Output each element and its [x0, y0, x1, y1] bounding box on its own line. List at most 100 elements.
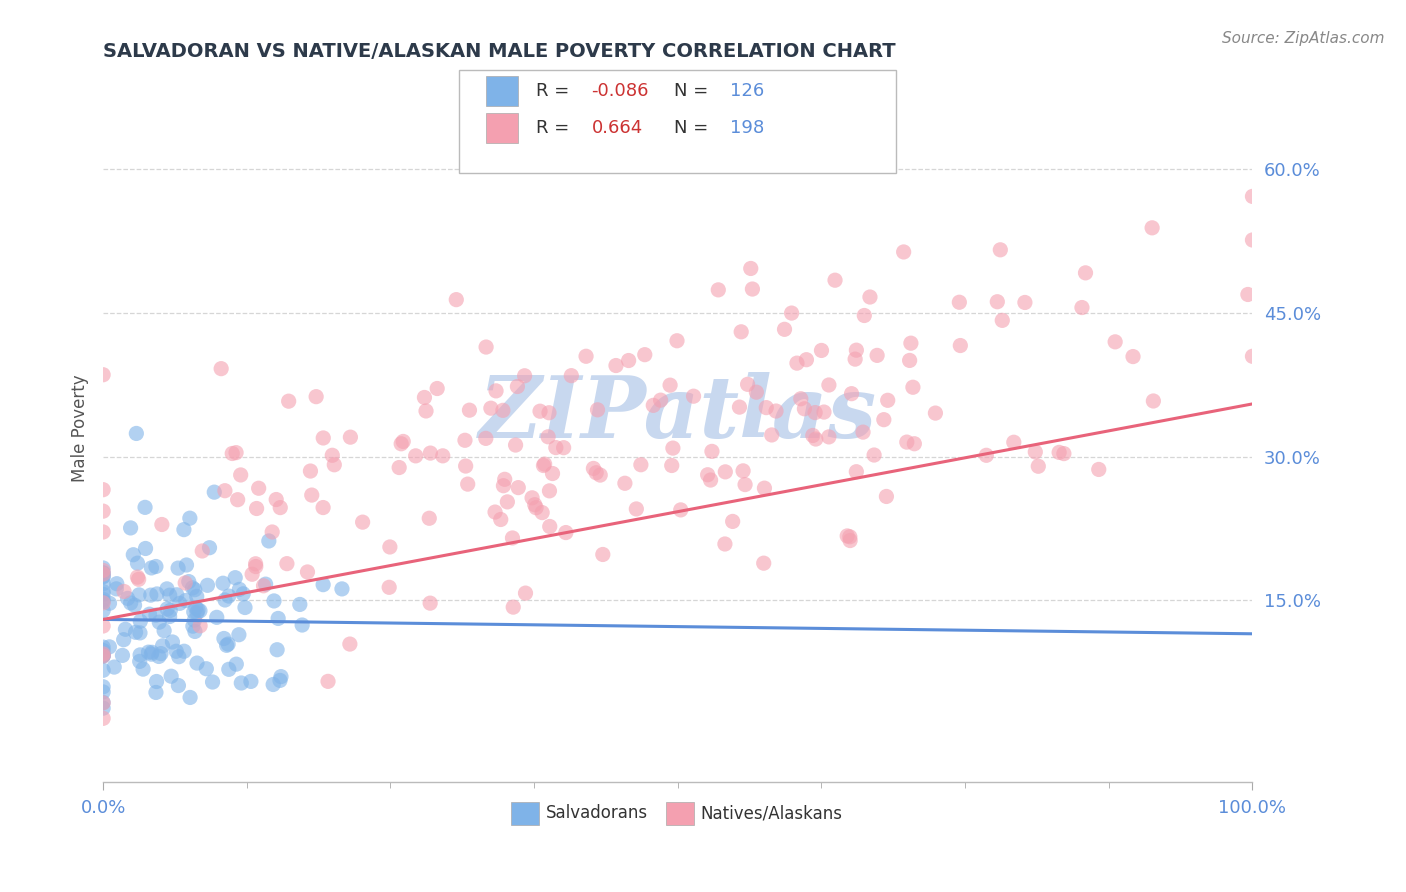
Point: [666, 334, 689, 348]
Point: [520, 491, 543, 505]
Point: [91, 696, 114, 710]
Point: [112, 632, 135, 647]
Point: [149, 647, 172, 661]
Point: [492, 479, 515, 493]
Point: [263, 594, 285, 608]
Point: [188, 604, 211, 618]
Point: [752, 556, 775, 570]
Point: [105, 582, 128, 596]
Point: [793, 401, 815, 416]
Point: [91, 566, 114, 580]
Point: [948, 295, 970, 310]
Point: [181, 581, 204, 595]
Point: [801, 428, 824, 442]
Point: [419, 446, 441, 460]
Point: [733, 464, 755, 478]
Point: [426, 382, 449, 396]
Point: [91, 584, 114, 599]
Point: [475, 431, 498, 445]
Point: [301, 488, 323, 502]
Point: [91, 561, 114, 575]
Point: [169, 596, 191, 610]
Point: [231, 676, 253, 690]
Point: [523, 498, 546, 512]
Point: [650, 393, 672, 408]
Point: [405, 449, 427, 463]
Point: [873, 412, 896, 426]
Point: [339, 430, 361, 444]
Point: [162, 635, 184, 649]
Point: [198, 541, 221, 555]
Point: [245, 557, 267, 571]
Point: [1087, 462, 1109, 476]
Point: [839, 533, 862, 548]
Point: [91, 696, 114, 710]
Text: Source: ZipAtlas.com: Source: ZipAtlas.com: [1222, 31, 1385, 46]
Point: [529, 404, 551, 418]
Point: [901, 380, 924, 394]
Point: [269, 500, 291, 515]
Point: [575, 349, 598, 363]
Point: [148, 649, 170, 664]
Point: [852, 425, 875, 439]
Point: [177, 574, 200, 589]
Point: [184, 624, 207, 639]
Point: [900, 336, 922, 351]
Point: [105, 576, 128, 591]
Point: [728, 400, 751, 414]
Point: [254, 577, 277, 591]
Point: [818, 378, 841, 392]
Point: [804, 406, 827, 420]
Point: [91, 587, 114, 601]
Point: [91, 368, 114, 382]
Point: [626, 502, 648, 516]
Point: [218, 662, 240, 676]
Point: [91, 576, 114, 591]
Point: [152, 639, 174, 653]
Point: [515, 586, 537, 600]
Point: [696, 467, 718, 482]
Point: [221, 446, 243, 460]
Point: [714, 465, 737, 479]
Point: [252, 579, 274, 593]
Point: [513, 368, 536, 383]
Point: [159, 603, 181, 617]
Point: [124, 625, 146, 640]
Point: [127, 556, 149, 570]
Point: [187, 603, 209, 617]
Point: [212, 632, 235, 646]
Point: [215, 638, 238, 652]
Point: [699, 473, 721, 487]
Point: [613, 476, 636, 491]
Text: Salvadorans: Salvadorans: [546, 805, 648, 822]
Point: [475, 340, 498, 354]
Point: [669, 503, 692, 517]
Point: [91, 567, 114, 582]
Point: [761, 428, 783, 442]
Point: [537, 430, 560, 444]
Point: [156, 582, 179, 596]
Text: R =: R =: [537, 82, 569, 100]
Point: [533, 458, 555, 473]
Point: [352, 515, 374, 529]
Point: [117, 591, 139, 606]
Point: [145, 674, 167, 689]
Point: [339, 637, 361, 651]
Point: [166, 588, 188, 602]
Point: [98, 640, 121, 654]
Point: [494, 472, 516, 486]
Point: [160, 669, 183, 683]
Point: [91, 685, 114, 699]
Point: [159, 609, 181, 624]
Point: [128, 654, 150, 668]
Point: [734, 477, 756, 491]
Point: [153, 624, 176, 638]
Point: [146, 587, 169, 601]
Text: 0.664: 0.664: [592, 119, 643, 137]
Point: [91, 566, 114, 581]
Point: [183, 605, 205, 619]
Point: [745, 385, 768, 400]
Point: [201, 675, 224, 690]
Point: [1026, 459, 1049, 474]
Point: [804, 432, 827, 446]
